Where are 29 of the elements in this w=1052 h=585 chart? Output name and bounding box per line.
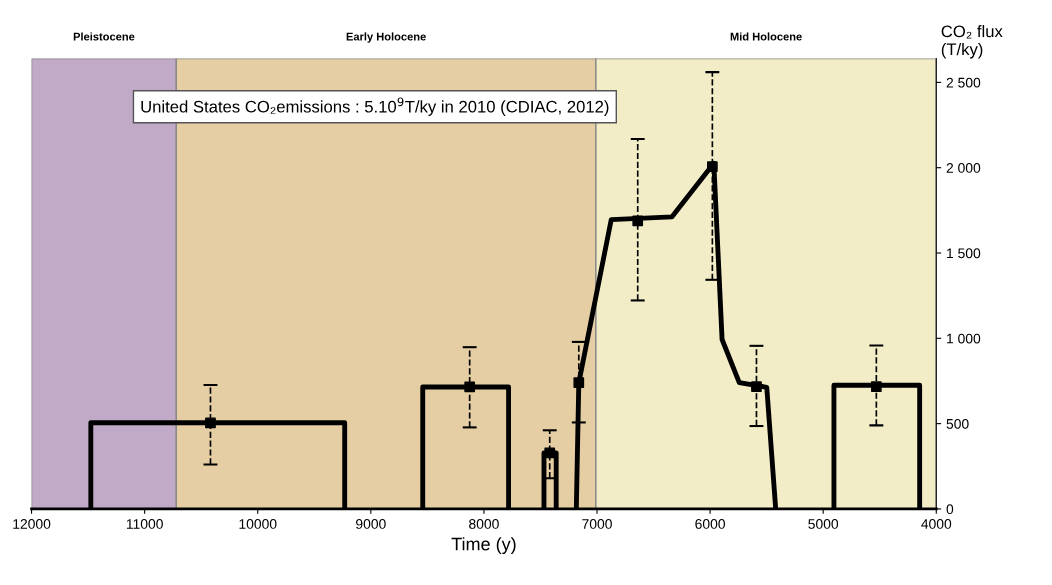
x-tick-label: 7000 [582, 519, 612, 529]
point [544, 447, 556, 459]
point [573, 377, 585, 389]
point [464, 381, 476, 393]
y-tick-label: 2 000 [946, 163, 981, 173]
point [632, 215, 644, 227]
annotation: United States CO₂emissions : 5.10$^{9}$T/ky in 2010 (CDIAC, 2012) [141, 97, 609, 116]
band-label: Mid Holocene [730, 32, 802, 41]
x-tick-label: 6000 [695, 519, 726, 529]
band-label: Pleistocene [73, 32, 135, 41]
y-tick-label: 0 [946, 504, 954, 515]
y-tick-label: 1 500 [947, 248, 981, 259]
point [870, 381, 882, 392]
x-tick-label: 9000 [356, 519, 386, 529]
x-tick-label: 12000 [13, 519, 51, 529]
x-tick-label: 8000 [469, 519, 499, 529]
point [751, 381, 762, 392]
y-axis-title: CO₂ flux (T/ky) [941, 25, 1003, 59]
x-tick-label: 11000 [126, 519, 163, 529]
x-tick-label: 5000 [808, 519, 839, 529]
x-axis-title: Time (y) [451, 537, 516, 555]
y-tick-label: 500 [946, 418, 969, 429]
y-tick-label: 1 000 [947, 333, 981, 344]
point [205, 417, 216, 429]
band-label: Early Holocene [346, 32, 426, 43]
point [707, 161, 718, 173]
x-tick-label: 4000 [921, 519, 952, 529]
y-tick-label: 2 500 [946, 77, 981, 88]
x-tick-label: 10000 [239, 519, 277, 529]
